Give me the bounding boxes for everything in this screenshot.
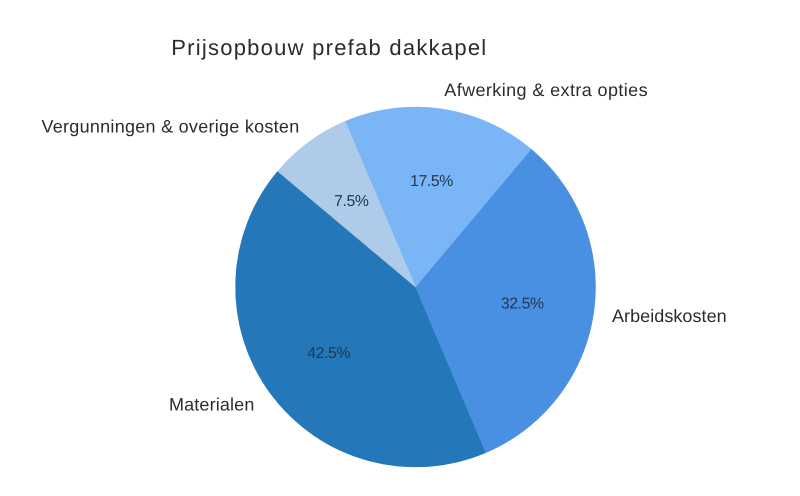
svg-text:Materialen: Materialen: [169, 395, 255, 415]
svg-text:Vergunningen & overige kosten: Vergunningen & overige kosten: [41, 117, 299, 137]
svg-text:7.5%: 7.5%: [334, 193, 369, 210]
svg-text:Prijsopbouw prefab dakkapel: Prijsopbouw prefab dakkapel: [171, 35, 487, 60]
svg-text:Arbeidskosten: Arbeidskosten: [612, 306, 727, 326]
svg-text:Afwerking & extra opties: Afwerking & extra opties: [444, 80, 648, 100]
svg-text:17.5%: 17.5%: [410, 173, 453, 190]
svg-text:42.5%: 42.5%: [307, 345, 350, 362]
svg-text:32.5%: 32.5%: [501, 296, 544, 313]
